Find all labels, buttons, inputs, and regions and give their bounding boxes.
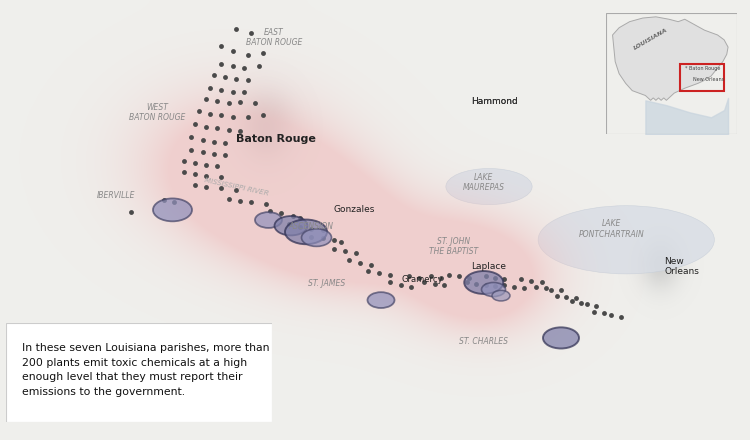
- FancyBboxPatch shape: [6, 323, 272, 422]
- Bar: [680, 64, 724, 91]
- Ellipse shape: [446, 169, 532, 205]
- Text: LAKE
PONTCHARTRAIN: LAKE PONTCHARTRAIN: [578, 219, 644, 238]
- Ellipse shape: [538, 205, 714, 274]
- Text: LAKE
MAUREPAS: LAKE MAUREPAS: [463, 173, 505, 192]
- Circle shape: [274, 216, 308, 235]
- Text: Laplace: Laplace: [471, 262, 506, 271]
- Text: ST. CHARLES: ST. CHARLES: [459, 337, 509, 345]
- Text: ASCENSION: ASCENSION: [289, 222, 334, 231]
- Circle shape: [285, 220, 327, 244]
- Circle shape: [255, 212, 282, 228]
- Polygon shape: [613, 17, 728, 100]
- Circle shape: [464, 271, 503, 294]
- Text: Hammond: Hammond: [471, 97, 518, 106]
- Text: New Orleans: New Orleans: [693, 77, 724, 82]
- Text: IBERVILLE: IBERVILLE: [97, 191, 136, 200]
- Text: ST. JAMES: ST. JAMES: [308, 279, 345, 288]
- Text: MISSISSIPPI RIVER: MISSISSIPPI RIVER: [203, 177, 269, 197]
- Circle shape: [543, 327, 579, 348]
- Circle shape: [368, 292, 394, 308]
- Text: WEST
BATON ROUGE: WEST BATON ROUGE: [129, 103, 186, 122]
- Text: Hammond: Hammond: [471, 97, 518, 106]
- Circle shape: [153, 198, 192, 221]
- Text: Gonzales: Gonzales: [334, 205, 375, 213]
- Text: * Baton Rouge: * Baton Rouge: [685, 66, 720, 71]
- Text: In these seven Louisiana parishes, more than
200 plants emit toxic chemicals at : In these seven Louisiana parishes, more …: [22, 344, 269, 396]
- Text: LOUISIANA: LOUISIANA: [633, 27, 668, 51]
- Circle shape: [482, 282, 506, 297]
- Circle shape: [302, 229, 332, 246]
- Text: New
Orleans: New Orleans: [664, 257, 699, 276]
- Circle shape: [492, 290, 510, 301]
- Text: EAST
BATON ROUGE: EAST BATON ROUGE: [245, 28, 302, 47]
- Text: Baton Rouge: Baton Rouge: [236, 134, 316, 143]
- Text: ST. JOHN
THE BAPTIST: ST. JOHN THE BAPTIST: [429, 237, 478, 256]
- Text: Gramercy: Gramercy: [401, 275, 442, 284]
